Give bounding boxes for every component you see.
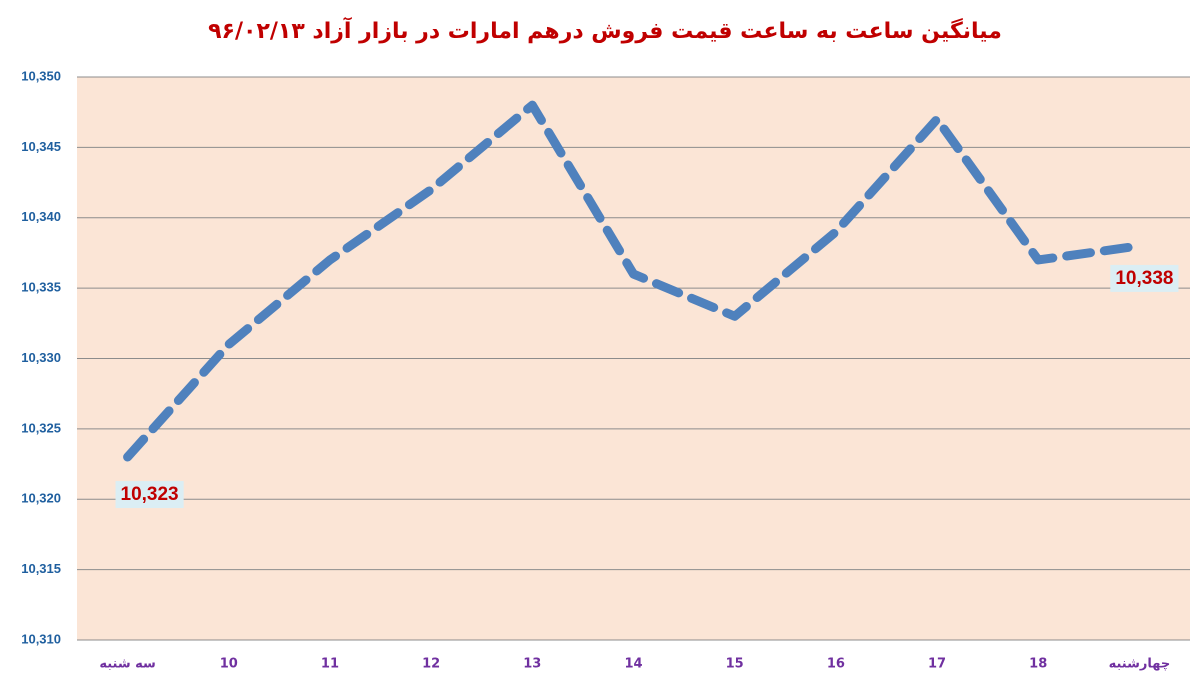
x-tick-label: سه شنبه — [99, 657, 155, 672]
value-label-box — [115, 481, 184, 509]
y-tick-label: 10,315 — [21, 561, 61, 576]
x-tick-label: 16 — [827, 657, 845, 672]
value-label: 10,338 — [1115, 268, 1173, 289]
value-label-box — [1110, 264, 1179, 292]
x-tick-label: 11 — [321, 657, 339, 672]
value-label: 10,323 — [121, 484, 179, 505]
y-tick-label: 10,320 — [21, 491, 61, 506]
y-tick-label: 10,325 — [21, 420, 61, 435]
y-tick-label: 10,335 — [21, 280, 61, 295]
x-tick-label: چهارشنبه — [1109, 657, 1171, 672]
y-tick-label: 10,345 — [21, 139, 61, 154]
y-tick-label: 10,350 — [21, 68, 61, 83]
line — [123, 100, 1144, 462]
x-tick-label: 18 — [1029, 657, 1047, 672]
y-tick-label: 10,340 — [21, 209, 61, 224]
x-tick-label: 15 — [726, 657, 744, 672]
x-tick-label: 17 — [928, 657, 946, 672]
x-tick-label: 13 — [523, 657, 541, 672]
y-tick-label: 10,310 — [21, 631, 61, 646]
x-tick-label: 10 — [220, 657, 238, 672]
chart-title: میانگین ساعت به ساعت قیمت فروش درهم امار… — [208, 16, 1002, 44]
x-tick-label: 14 — [624, 657, 642, 672]
x-tick-label: 12 — [422, 657, 440, 672]
y-tick-label: 10,330 — [21, 350, 61, 365]
